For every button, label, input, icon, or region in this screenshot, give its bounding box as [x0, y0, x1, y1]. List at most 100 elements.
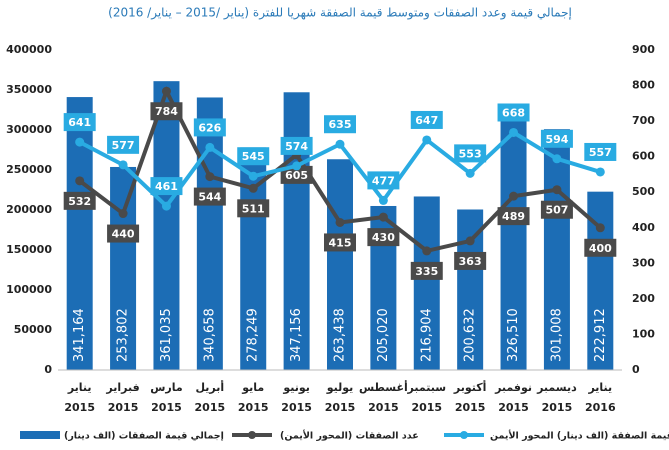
point-label: 400: [589, 242, 612, 255]
x-tick-label: أكتوبر: [453, 380, 487, 394]
y2-tick-label: 700: [632, 114, 655, 127]
x-tick-label: 2015: [455, 401, 486, 414]
point-label: 594: [545, 133, 568, 146]
point: [118, 209, 128, 219]
point-label-box: [107, 135, 140, 154]
bar: [196, 97, 223, 370]
point-label: 647: [415, 114, 438, 127]
bar-value-label: 263,438: [333, 308, 348, 362]
x-tick-label: 2015: [238, 401, 269, 414]
point-label: 363: [459, 255, 482, 268]
point-label-box: [193, 187, 226, 206]
x-tick-label: أبريل: [195, 380, 224, 394]
bar-value-label: 200,632: [463, 308, 478, 362]
x-tick-label: 2015: [498, 401, 529, 414]
point-label-box: [63, 113, 96, 132]
bar-value-label: 326,510: [506, 308, 521, 362]
legend-marker: [20, 431, 60, 439]
point: [118, 160, 128, 170]
point: [205, 172, 215, 182]
bar-value-label: 278,249: [246, 308, 261, 362]
point-label: 544: [198, 191, 221, 204]
y-tick-label: 0: [44, 363, 52, 376]
bar-value-label: 253,802: [116, 308, 131, 362]
point-label-box: [540, 200, 573, 219]
y-tick-label: 200000: [6, 203, 52, 216]
point-label-box: [63, 191, 96, 210]
point-label: 577: [112, 139, 135, 152]
bar: [500, 108, 527, 371]
point: [422, 135, 432, 145]
point-label-box: [584, 238, 617, 257]
legend-label: إجمالي قيمة الصفقات (الف دينار): [64, 431, 224, 442]
x-tick-label: 2015: [151, 401, 182, 414]
point: [161, 86, 171, 96]
bar: [110, 166, 137, 370]
x-tick-label: يونيو: [282, 381, 310, 394]
point: [161, 201, 171, 211]
point-label-box: [193, 118, 226, 137]
y-tick-label: 350000: [6, 83, 52, 96]
bar: [543, 129, 570, 370]
bar-value-label: 361,035: [159, 308, 174, 362]
bar: [327, 159, 353, 370]
point-label: 532: [68, 195, 91, 208]
point: [335, 217, 345, 227]
point-label-box: [324, 233, 356, 252]
y2-tick-label: 800: [632, 79, 655, 92]
x-tick-label: يناير: [587, 381, 612, 394]
legend-marker-point: [460, 431, 468, 439]
point: [465, 168, 475, 178]
point: [509, 191, 519, 201]
point-label-box: [540, 129, 573, 148]
x-tick-label: 2015: [64, 401, 95, 414]
bar-value-label: 301,008: [549, 308, 564, 362]
point: [75, 137, 85, 147]
x-tick-label: 2016: [585, 401, 616, 414]
point-label-box: [280, 136, 313, 155]
y2-tick-label: 200: [632, 292, 655, 305]
bar-value-label: 340,658: [202, 308, 217, 362]
point: [335, 139, 345, 149]
point: [509, 127, 519, 137]
x-tick-label: نوفمبر: [494, 381, 532, 394]
x-tick-label: 2015: [195, 401, 226, 414]
point-label-box: [150, 102, 183, 121]
point: [422, 246, 432, 256]
y-tick-label: 300000: [6, 123, 52, 136]
point-label: 477: [372, 174, 395, 187]
x-tick-label: 2015: [325, 401, 356, 414]
point-label: 511: [242, 202, 265, 215]
point-label-box: [497, 103, 530, 122]
point: [205, 142, 215, 152]
point-label: 574: [285, 140, 308, 153]
legend-label: عدد الصفقات (المحور الأيمن): [280, 430, 419, 442]
point-label: 784: [155, 105, 178, 118]
x-tick-label: مارس: [150, 381, 182, 394]
y2-tick-label: 300: [632, 256, 655, 269]
point: [75, 176, 85, 186]
point-label: 335: [415, 265, 438, 278]
x-tick-label: 2015: [542, 401, 573, 414]
point: [378, 212, 388, 222]
point: [595, 167, 605, 177]
point-label-box: [150, 177, 183, 196]
chart-title: إجمالي قيمة وعدد الصفقات ومتوسط قيمة الص…: [108, 6, 572, 21]
point: [552, 154, 562, 164]
point-label-box: [237, 147, 270, 166]
bar-value-label: 347,156: [289, 308, 304, 362]
legend-label: متوسط قيمة الصفقة (الف دينار) المحور الأ…: [490, 430, 669, 442]
point: [465, 236, 475, 246]
bar-value-label: 205,020: [376, 308, 391, 362]
bar-value-label: 341,164: [72, 308, 87, 362]
x-tick-label: 2015: [108, 401, 139, 414]
x-tick-label: 2015: [411, 401, 442, 414]
point: [552, 185, 562, 195]
point: [292, 161, 302, 171]
point-label-box: [497, 207, 530, 226]
point-label: 668: [502, 106, 525, 119]
y-tick-label: 100000: [6, 283, 52, 296]
point-label-box: [367, 171, 400, 190]
x-tick-label: مايو: [241, 381, 264, 394]
